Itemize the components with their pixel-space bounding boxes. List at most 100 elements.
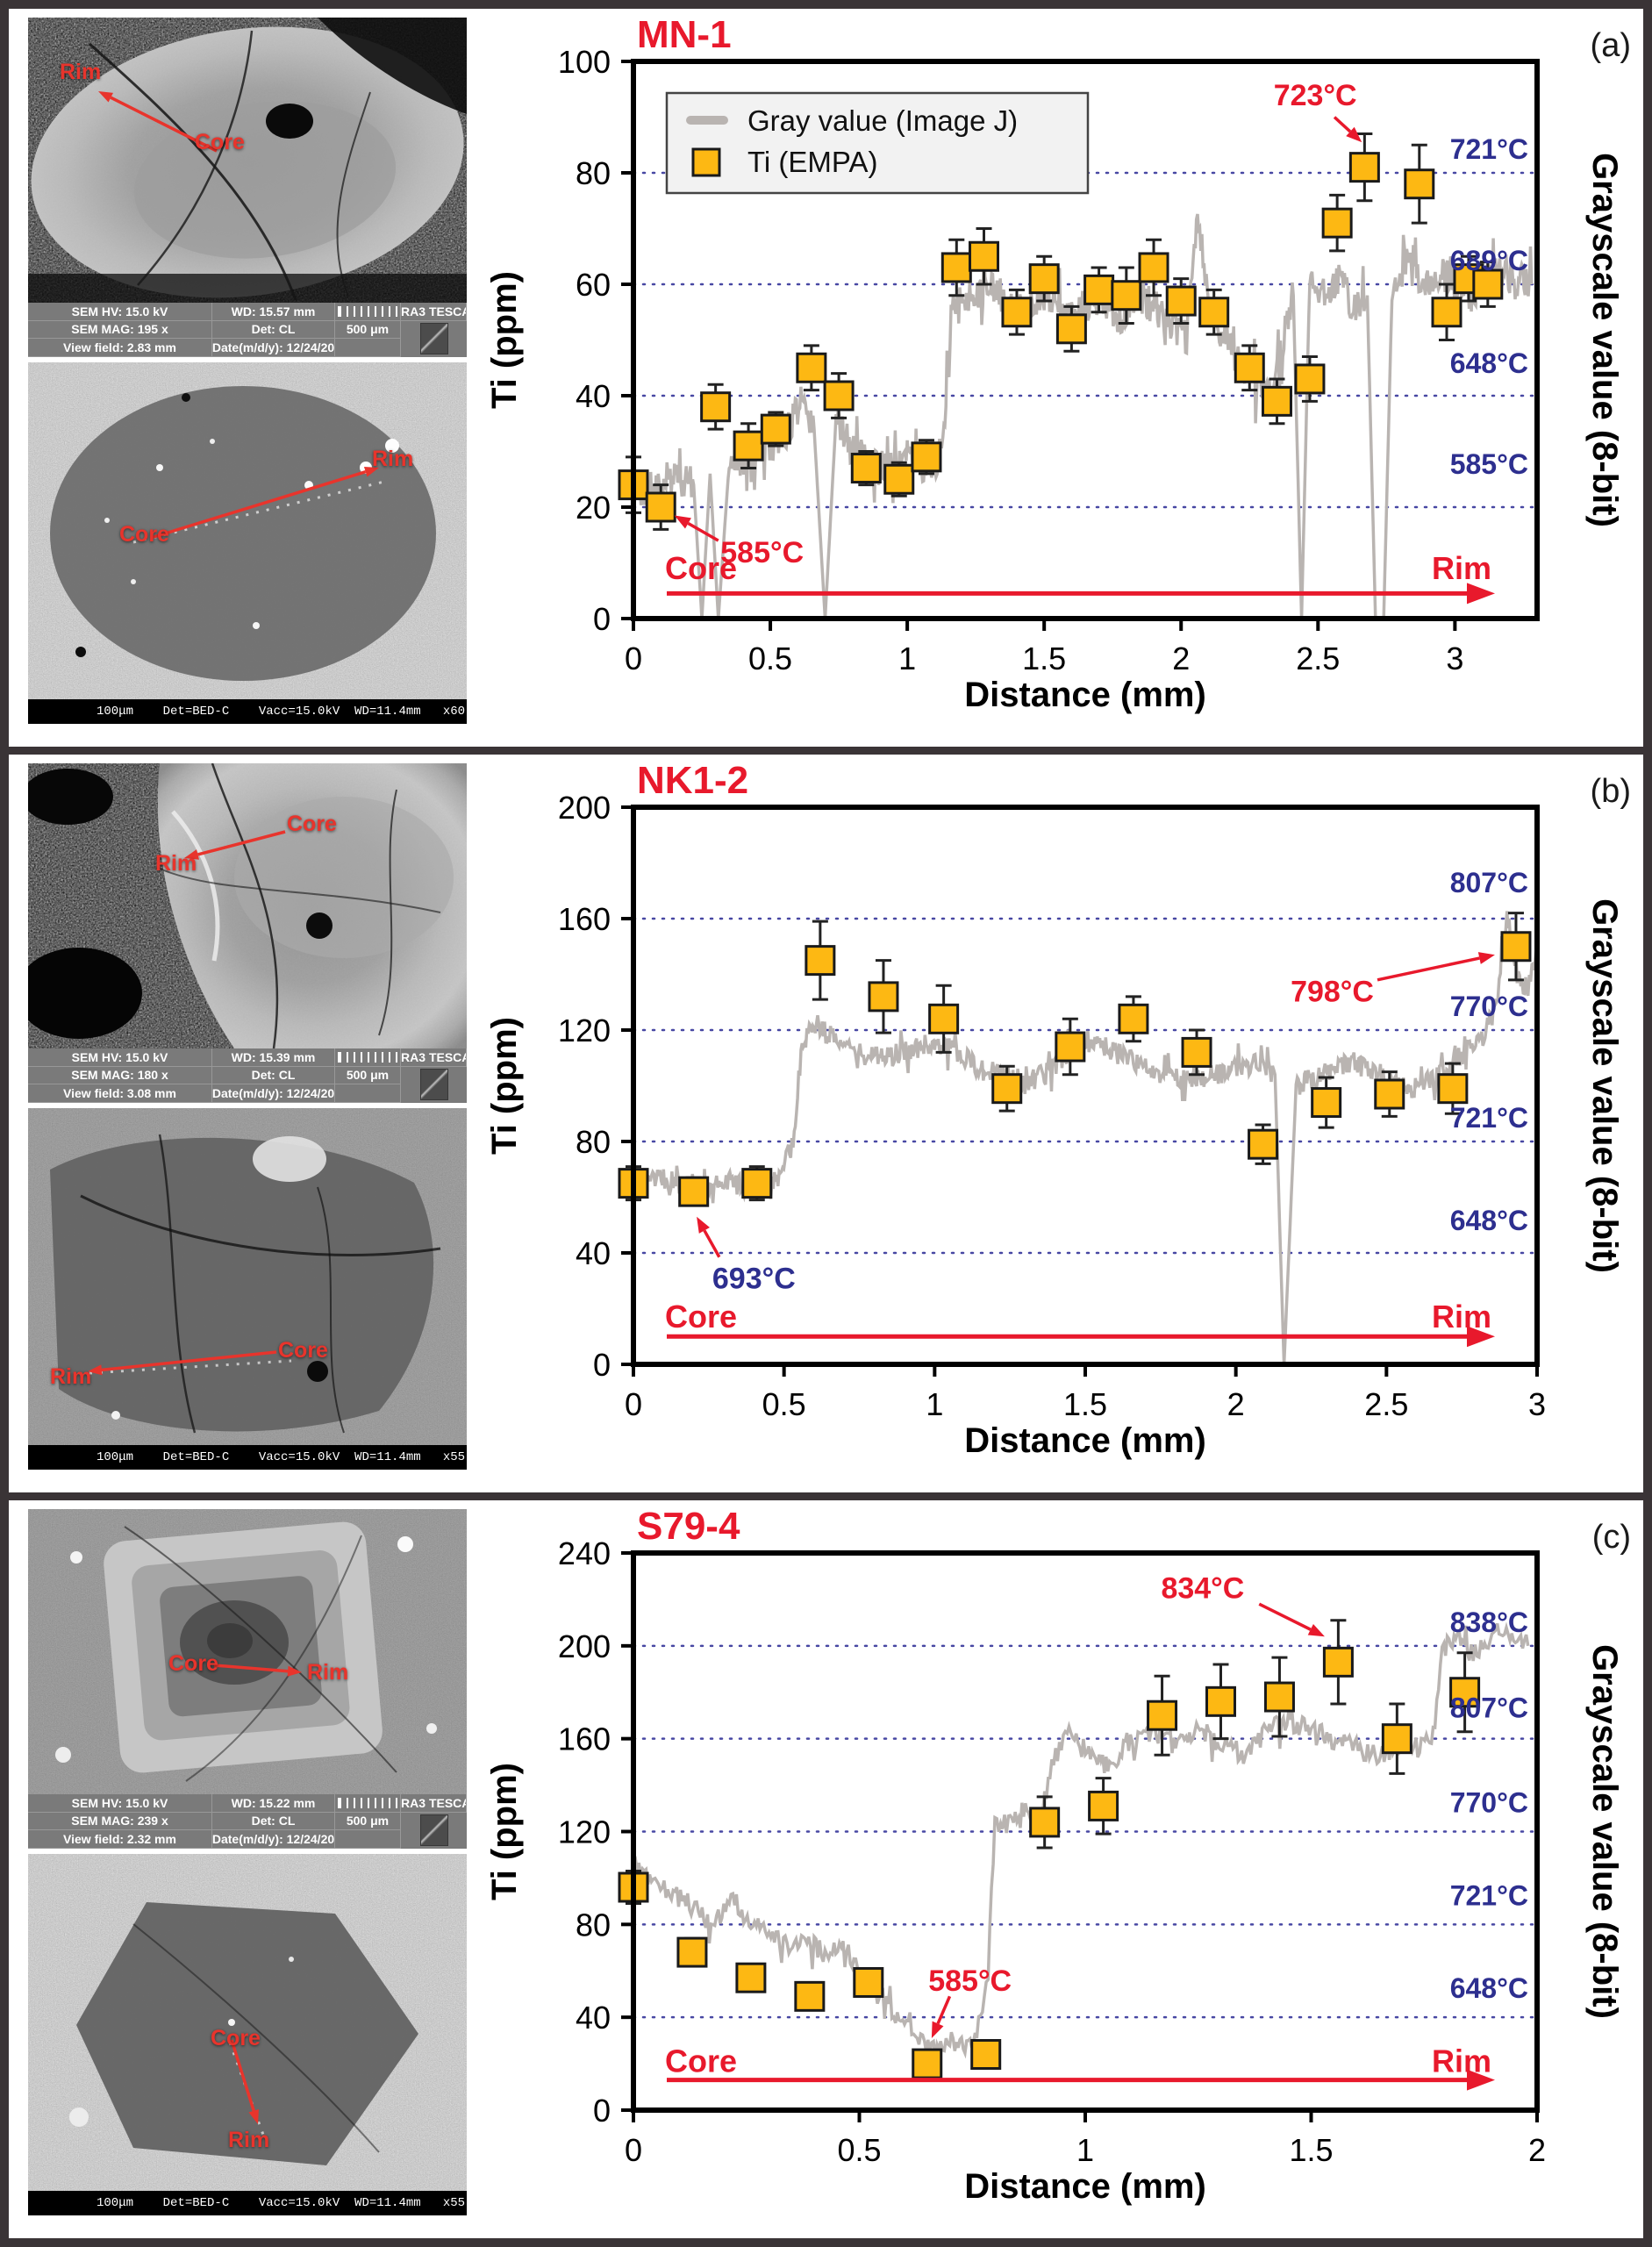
sem-det: Det: CL: [212, 320, 335, 340]
panel-letter: (a): [1591, 27, 1631, 64]
y-tick-label: 160: [558, 901, 611, 937]
rim-label: Rim: [372, 447, 414, 471]
panel-a: Rim Core SEM HV: 15.0 kV WD: 15.57 mm MI…: [9, 9, 1643, 755]
figure-shape: [317, 1186, 345, 1434]
temp-label: 807°C: [1450, 1692, 1528, 1724]
temp-label: 648°C: [1450, 1205, 1528, 1236]
temp-label: 648°C: [1450, 347, 1528, 379]
ti-data-point: [850, 453, 882, 484]
y-tick-label: 120: [558, 1814, 611, 1850]
annotation-arrow: [1258, 1602, 1312, 1631]
tescan-logo: [419, 1069, 448, 1101]
ti-data-point: [678, 1176, 710, 1207]
figure-shape: [426, 1723, 437, 1734]
core-label: Core: [119, 522, 169, 547]
scale-ticks-cell: [335, 1794, 401, 1813]
empty-cell: [335, 1084, 401, 1103]
annotation-arrow: [936, 1995, 952, 2025]
chart-title: NK1-2: [637, 759, 748, 802]
x-tick-label: 1: [1076, 2132, 1094, 2168]
scale-bar-ticks: [338, 1051, 397, 1063]
x-tick-label: 1: [898, 640, 916, 676]
rim-direction-label: Rim: [1432, 550, 1491, 586]
sem-view-field: View field: 2.83 mm: [28, 339, 212, 357]
right-axis-title: Grayscale value (8-bit): [1585, 1644, 1624, 2019]
figure-shape: [111, 1411, 120, 1420]
core-label: Core: [168, 1651, 218, 1676]
sem-art-svg: [28, 763, 467, 1048]
figure-shape: [234, 797, 454, 958]
ti-data-point: [1381, 1723, 1412, 1755]
rim-label: Rim: [50, 1364, 92, 1389]
legend-box: [665, 91, 1090, 195]
ti-data-point: [970, 2039, 1002, 2070]
x-tick-label: 1.5: [1063, 1386, 1107, 1422]
x-tick-label: 3: [1446, 640, 1463, 676]
tescan-logo: [419, 323, 448, 355]
core-rim-arrow: [101, 1350, 277, 1372]
tescan-logo: [419, 1814, 448, 1847]
panel-letter: (b): [1591, 773, 1631, 810]
core-rim-arrow-head: [1467, 2069, 1495, 2091]
figure-shape: [137, 30, 254, 286]
core-rim-arrow: [213, 1664, 289, 1673]
sem-column-b: Core Rim SEM HV: 15.0 kV WD: 15.39 mm MI…: [28, 755, 467, 1492]
ti-data-point: [1055, 1031, 1086, 1063]
annotation-arrow: [687, 521, 719, 542]
sem-det: Det: CL: [212, 1812, 335, 1831]
y-tick-label: 80: [576, 1124, 611, 1160]
y-tick-label: 20: [576, 490, 611, 526]
ti-data-point: [823, 380, 855, 411]
core-rim-arrow: [150, 470, 367, 540]
sem-art-svg: [28, 362, 467, 699]
ti-data-point: [1374, 1078, 1405, 1110]
y-tick-label: 0: [593, 601, 611, 637]
sem-caption-bar: 100μm Det=BED-C Vacc=15.0kV WD=11.4mm x5…: [28, 2191, 467, 2215]
sem-date: Date(m/d/y): 12/24/20: [212, 1830, 335, 1849]
ti-data-point: [1181, 1036, 1212, 1068]
ti-data-point: [991, 1073, 1023, 1105]
ti-data-point: [1198, 297, 1230, 328]
scale-ticks-cell: [335, 303, 401, 321]
figure-shape: [50, 1137, 434, 1432]
core-rim-arrow-head: [1467, 1326, 1495, 1348]
annotation-arrow-head: [1477, 952, 1495, 964]
figure-shape: [211, 763, 279, 1048]
ti-data-point: [1083, 274, 1115, 305]
figure-shape: [76, 1902, 418, 2165]
sem-caption-text: 100μm Det=BED-C Vacc=15.0kV WD=11.4mm x5…: [97, 1450, 467, 1464]
temp-label: 838°C: [1450, 1607, 1528, 1638]
ti-data-point: [1029, 1807, 1061, 1838]
ti-data-point: [911, 441, 942, 473]
y-tick-label: 200: [558, 790, 611, 826]
figure-shape: [182, 393, 190, 402]
ti-data-point: [645, 491, 676, 523]
figure-shape: [228, 2019, 235, 2026]
ti-data-point: [1437, 1073, 1469, 1105]
ti-data-point: [1165, 285, 1197, 317]
sem-art-svg: [28, 1108, 467, 1445]
x-tick-label: 0: [625, 1386, 642, 1422]
figure-shape: [132, 479, 389, 544]
x-axis-title: Distance (mm): [964, 2167, 1206, 2206]
x-tick-label: 0.5: [762, 1386, 806, 1422]
ti-data-point: [1111, 280, 1142, 311]
gray-value-line: [633, 1621, 1530, 2059]
x-tick-label: 2: [1528, 2132, 1546, 2168]
sem-cl-image-c: Core Rim SEM HV: 15.0 kV WD: 15.22 mm MI…: [28, 1509, 467, 1849]
sem-bse-image-c: Core Rim 100μm Det=BED-C Vacc=15.0kV WD=…: [28, 1854, 467, 2215]
ti-data-point: [760, 413, 791, 445]
sem-bse-art: [28, 1854, 467, 2191]
figure-shape: [69, 2107, 89, 2127]
ti-data-point: [733, 430, 764, 462]
ti-data-point: [1263, 1681, 1295, 1713]
core-rim-arrow: [110, 96, 218, 153]
y-tick-label: 240: [558, 1535, 611, 1571]
chart-svg: MN-1 (a)721°C689°C648°C585°C723°C585°CCor…: [485, 13, 1631, 714]
right-axis-title: Grayscale value (8-bit): [1585, 898, 1624, 1273]
ti-data-point: [912, 2048, 943, 2079]
x-tick-label: 1.5: [1289, 2132, 1333, 2168]
ti-data-point: [1261, 385, 1292, 417]
ti-data-point: [805, 945, 836, 977]
